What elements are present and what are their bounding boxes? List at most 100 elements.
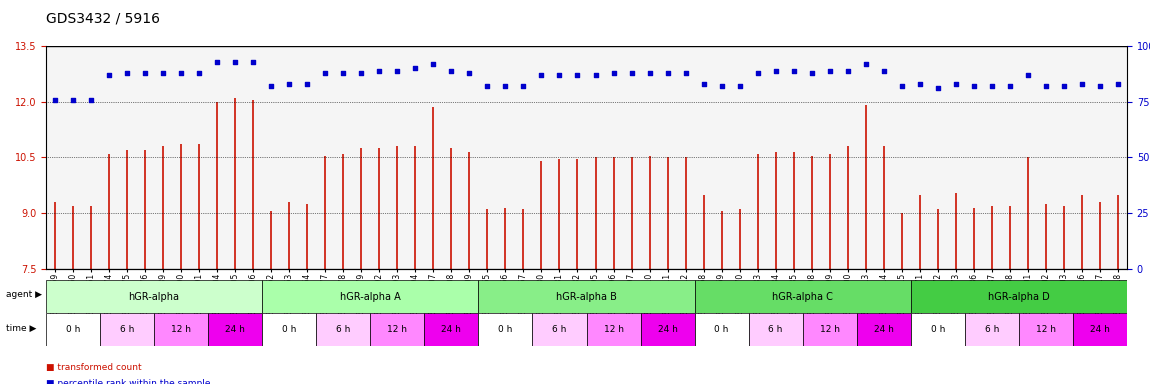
Point [874,68,892,74]
FancyBboxPatch shape [478,280,695,313]
Text: 6 h: 6 h [768,325,783,334]
FancyBboxPatch shape [1073,313,1127,346]
Text: 0 h: 0 h [66,325,80,334]
Point [64,96,83,103]
Point [766,68,784,74]
FancyBboxPatch shape [803,313,857,346]
Point [244,59,262,65]
Point [442,68,460,74]
Text: hGR-alpha B: hGR-alpha B [557,291,616,302]
Point [749,70,767,76]
Point [784,68,803,74]
FancyBboxPatch shape [46,280,262,313]
Point [892,83,911,89]
Point [982,83,1000,89]
Point [1073,81,1091,87]
Text: hGR-alpha D: hGR-alpha D [988,291,1050,302]
Text: 24 h: 24 h [874,325,894,334]
Point [605,70,623,76]
FancyBboxPatch shape [911,280,1127,313]
Point [532,72,551,78]
Point [586,72,605,78]
FancyBboxPatch shape [749,313,803,346]
Text: 12 h: 12 h [388,325,407,334]
Text: time ▶: time ▶ [6,324,36,333]
Point [334,70,352,76]
Point [1109,81,1127,87]
Point [497,83,515,89]
FancyBboxPatch shape [316,313,370,346]
Text: 0 h: 0 h [930,325,945,334]
Text: 24 h: 24 h [1090,325,1110,334]
Point [803,70,821,76]
Point [838,68,857,74]
Text: hGR-alpha A: hGR-alpha A [340,291,400,302]
FancyBboxPatch shape [370,313,424,346]
Point [911,81,929,87]
Point [622,70,641,76]
Point [1055,83,1073,89]
FancyBboxPatch shape [695,280,911,313]
Point [514,83,532,89]
FancyBboxPatch shape [478,313,532,346]
Point [100,72,118,78]
Point [208,59,227,65]
Text: 6 h: 6 h [552,325,567,334]
Text: 6 h: 6 h [120,325,135,334]
Point [965,83,983,89]
FancyBboxPatch shape [641,313,695,346]
Point [154,70,172,76]
Point [1000,83,1019,89]
Point [658,70,676,76]
Point [389,68,407,74]
Text: ■ percentile rank within the sample: ■ percentile rank within the sample [46,379,210,384]
FancyBboxPatch shape [46,313,100,346]
Text: 12 h: 12 h [604,325,623,334]
Point [82,96,100,103]
Text: agent ▶: agent ▶ [6,290,41,300]
Text: 12 h: 12 h [1036,325,1056,334]
Text: hGR-alpha: hGR-alpha [129,291,179,302]
FancyBboxPatch shape [857,313,911,346]
Point [730,83,749,89]
FancyBboxPatch shape [424,313,478,346]
Point [190,70,208,76]
Point [424,61,443,67]
Point [281,81,299,87]
Point [568,72,586,78]
Point [1037,83,1056,89]
FancyBboxPatch shape [262,313,316,346]
Text: 6 h: 6 h [336,325,351,334]
Point [262,83,281,89]
Point [551,72,569,78]
FancyBboxPatch shape [911,313,965,346]
FancyBboxPatch shape [154,313,208,346]
Text: 24 h: 24 h [442,325,461,334]
FancyBboxPatch shape [532,313,586,346]
Point [370,68,389,74]
Text: 0 h: 0 h [498,325,513,334]
Point [820,68,838,74]
FancyBboxPatch shape [100,313,154,346]
Point [118,70,136,76]
Point [1091,83,1110,89]
Point [1019,72,1037,78]
FancyBboxPatch shape [262,280,478,313]
Point [946,81,965,87]
Text: ■ transformed count: ■ transformed count [46,364,141,372]
Text: 24 h: 24 h [658,325,677,334]
Point [298,81,316,87]
Point [929,85,948,91]
Text: 12 h: 12 h [171,325,191,334]
Text: hGR-alpha C: hGR-alpha C [773,291,833,302]
Text: 0 h: 0 h [282,325,297,334]
Point [406,65,424,71]
Point [695,81,713,87]
Point [676,70,695,76]
FancyBboxPatch shape [965,313,1019,346]
Point [225,59,244,65]
FancyBboxPatch shape [208,313,262,346]
Point [478,83,497,89]
Text: GDS3432 / 5916: GDS3432 / 5916 [46,12,160,25]
Point [460,70,478,76]
